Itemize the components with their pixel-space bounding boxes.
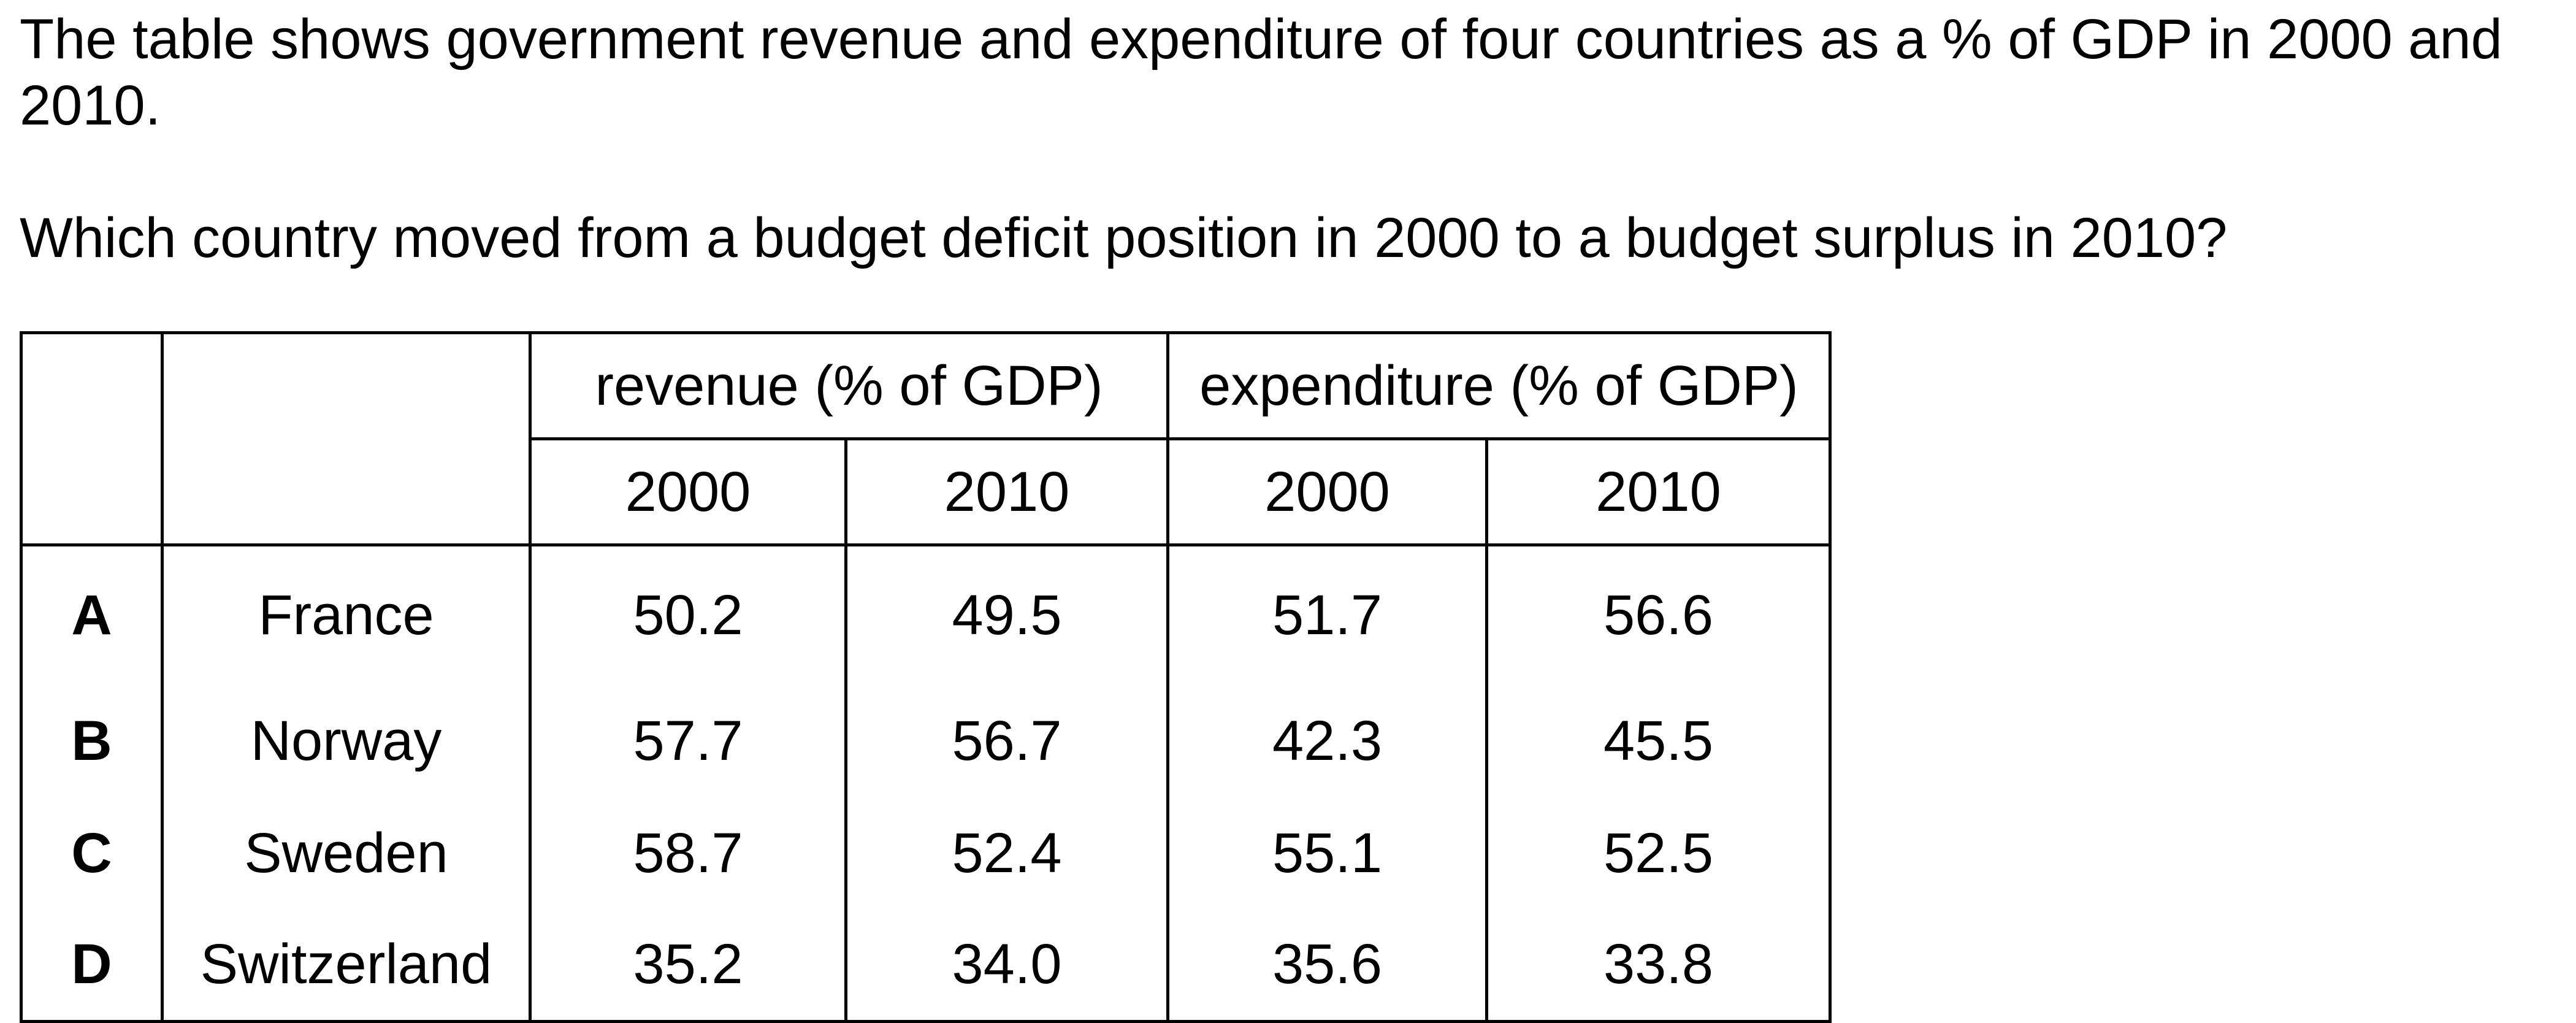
question-intro: The table shows government revenue and e… bbox=[20, 8, 2502, 137]
table-header-row-years: 2000 2010 2000 2010 bbox=[21, 439, 1832, 545]
table-cell: 34.0 bbox=[846, 909, 1169, 1023]
option-label: A bbox=[20, 543, 164, 685]
country-name: Norway bbox=[162, 684, 532, 797]
table-cell: 57.7 bbox=[530, 684, 847, 797]
table-cell: 52.4 bbox=[846, 797, 1169, 910]
header-year: 2010 bbox=[846, 439, 1169, 545]
header-empty-option bbox=[20, 331, 164, 545]
header-year: 2000 bbox=[530, 439, 847, 545]
table-row: A France 50.2 49.5 51.7 56.6 bbox=[20, 543, 1832, 685]
table-cell: 51.7 bbox=[1168, 543, 1488, 685]
country-name: Switzerland bbox=[162, 909, 532, 1023]
table-cell: 56.7 bbox=[846, 684, 1169, 797]
table-header-row-groups: revenue (% of GDP) expenditure (% of GDP… bbox=[20, 331, 1832, 545]
table-row: C Sweden 58.7 52.4 55.1 52.5 bbox=[20, 797, 1832, 910]
data-table: revenue (% of GDP) expenditure (% of GDP… bbox=[20, 331, 1832, 1023]
header-expenditure: expenditure (% of GDP) bbox=[1168, 331, 1832, 440]
table-cell: 56.6 bbox=[1486, 543, 1832, 685]
table-cell: 42.3 bbox=[1168, 684, 1488, 797]
table-cell: 49.5 bbox=[846, 543, 1169, 685]
table-cell: 52.5 bbox=[1486, 797, 1832, 910]
header-year: 2010 bbox=[1486, 439, 1832, 545]
table-row: D Switzerland 35.2 34.0 35.6 33.8 bbox=[20, 909, 1832, 1023]
table-cell: 50.2 bbox=[530, 543, 847, 685]
table-row: B Norway 57.7 56.7 42.3 45.5 bbox=[20, 684, 1832, 797]
table-cell: 58.7 bbox=[530, 797, 847, 910]
option-label: C bbox=[20, 797, 164, 910]
country-name: France bbox=[162, 543, 532, 685]
question-prompt: Which country moved from a budget defici… bbox=[20, 207, 2228, 269]
table-cell: 35.6 bbox=[1168, 909, 1488, 1023]
header-year: 2000 bbox=[1168, 439, 1488, 545]
option-label: B bbox=[20, 684, 164, 797]
header-revenue: revenue (% of GDP) bbox=[530, 331, 1169, 440]
table-cell: 33.8 bbox=[1486, 909, 1832, 1023]
country-name: Sweden bbox=[162, 797, 532, 910]
header-empty-country bbox=[162, 331, 532, 545]
option-label: D bbox=[20, 909, 164, 1023]
question-text: The table shows government revenue and e… bbox=[20, 6, 2521, 271]
table-cell: 55.1 bbox=[1168, 797, 1488, 910]
table-cell: 45.5 bbox=[1486, 684, 1832, 797]
table-cell: 35.2 bbox=[530, 909, 847, 1023]
